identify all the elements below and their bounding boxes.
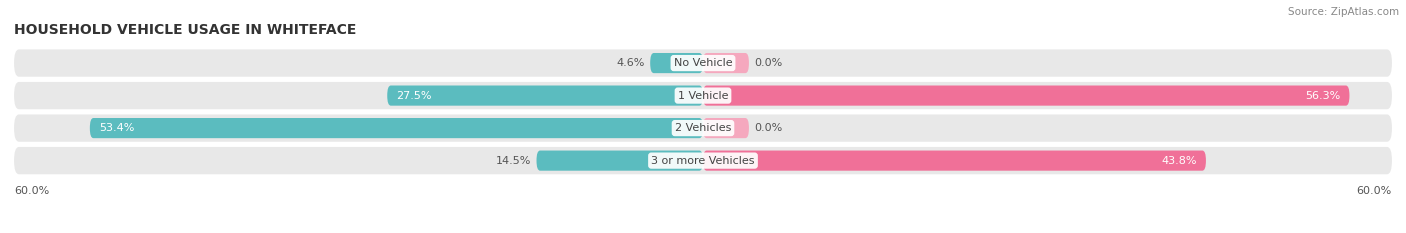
Text: 0.0%: 0.0% [755, 58, 783, 68]
Text: 4.6%: 4.6% [616, 58, 644, 68]
Text: 60.0%: 60.0% [14, 186, 49, 196]
FancyBboxPatch shape [703, 53, 749, 73]
FancyBboxPatch shape [14, 147, 1392, 174]
FancyBboxPatch shape [537, 151, 703, 171]
Text: Source: ZipAtlas.com: Source: ZipAtlas.com [1288, 7, 1399, 17]
Text: 43.8%: 43.8% [1161, 156, 1197, 166]
Text: 14.5%: 14.5% [495, 156, 531, 166]
Text: 60.0%: 60.0% [1357, 186, 1392, 196]
FancyBboxPatch shape [703, 151, 1206, 171]
Text: HOUSEHOLD VEHICLE USAGE IN WHITEFACE: HOUSEHOLD VEHICLE USAGE IN WHITEFACE [14, 23, 357, 37]
Text: 53.4%: 53.4% [98, 123, 135, 133]
FancyBboxPatch shape [387, 86, 703, 106]
Text: 1 Vehicle: 1 Vehicle [678, 91, 728, 101]
FancyBboxPatch shape [90, 118, 703, 138]
FancyBboxPatch shape [14, 49, 1392, 77]
Text: No Vehicle: No Vehicle [673, 58, 733, 68]
Text: 2 Vehicles: 2 Vehicles [675, 123, 731, 133]
FancyBboxPatch shape [703, 118, 749, 138]
Text: 27.5%: 27.5% [396, 91, 432, 101]
FancyBboxPatch shape [650, 53, 703, 73]
FancyBboxPatch shape [14, 114, 1392, 142]
Legend: Owner-occupied, Renter-occupied: Owner-occupied, Renter-occupied [581, 230, 825, 233]
FancyBboxPatch shape [703, 86, 1350, 106]
Text: 3 or more Vehicles: 3 or more Vehicles [651, 156, 755, 166]
Text: 0.0%: 0.0% [755, 123, 783, 133]
FancyBboxPatch shape [14, 82, 1392, 109]
Text: 56.3%: 56.3% [1305, 91, 1340, 101]
